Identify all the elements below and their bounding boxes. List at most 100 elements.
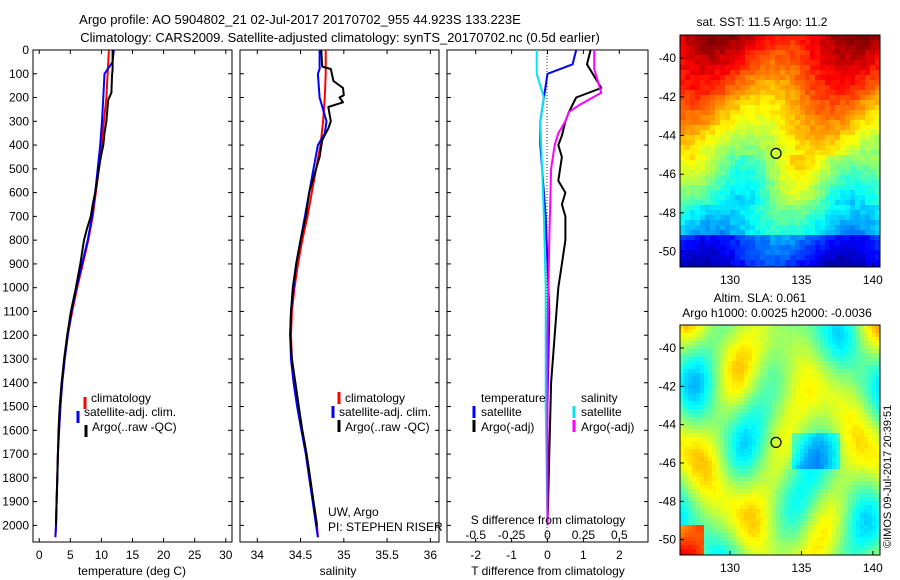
heatmap-cell [745, 210, 751, 216]
heatmap-cell [700, 150, 706, 156]
heatmap-cell [715, 165, 721, 171]
heatmap-cell [872, 473, 877, 478]
heatmap-cell [720, 425, 725, 430]
heatmap-cell [875, 215, 880, 221]
heatmap-cell [788, 445, 793, 450]
heatmap-cell [815, 120, 821, 126]
heatmap-cell [792, 369, 797, 374]
heatmap-cell [864, 497, 869, 502]
heatmap-cell [850, 230, 856, 236]
heatmap-cell [740, 40, 746, 46]
heatmap-cell [816, 357, 821, 362]
heatmap-cell [875, 75, 880, 81]
heatmap-cell [805, 205, 811, 211]
heatmap-cell [720, 445, 725, 450]
heatmap-cell [825, 100, 831, 106]
heatmap-cell [784, 409, 789, 414]
heatmap-cell [708, 473, 713, 478]
heatmap-cell [696, 433, 701, 438]
heatmap-cell [875, 255, 880, 261]
heatmap-cell [850, 35, 856, 41]
heatmap-cell [788, 325, 793, 330]
heatmap-cell [730, 125, 736, 131]
heatmap-cell [835, 45, 841, 51]
heatmap-cell [710, 235, 716, 241]
heatmap-cell [805, 220, 811, 226]
heatmap-cell [844, 421, 849, 426]
heatmap-cell [812, 533, 817, 538]
heatmap-cell [840, 100, 846, 106]
heatmap-cell [692, 365, 697, 370]
s-difference-axis-label: S difference from climatology [471, 513, 626, 527]
heatmap-cell [825, 40, 831, 46]
heatmap-cell [800, 545, 805, 550]
heatmap-cell [855, 240, 861, 246]
heatmap-cell [712, 409, 717, 414]
heatmap-cell [745, 240, 751, 246]
heatmap-cell [868, 441, 873, 446]
heatmap-cell [824, 349, 829, 354]
heatmap-cell [820, 70, 826, 76]
heatmap-cell [780, 115, 786, 121]
heatmap-cell [872, 481, 877, 486]
heatmap-cell [692, 369, 697, 374]
heatmap-cell [832, 397, 837, 402]
heatmap-cell [872, 545, 877, 550]
heatmap-cell [704, 533, 709, 538]
heatmap-cell [845, 200, 851, 206]
heatmap-cell [820, 489, 825, 494]
heatmap-cell [736, 473, 741, 478]
heatmap-cell [735, 45, 741, 51]
heatmap-cell [765, 195, 771, 201]
heatmap-cell [724, 389, 729, 394]
heatmap-cell [805, 245, 811, 251]
heatmap-cell [685, 150, 691, 156]
heatmap-cell [804, 365, 809, 370]
heatmap-cell [704, 417, 709, 422]
heatmap-cell [784, 477, 789, 482]
legend-salinity-heading: salinity [581, 391, 618, 405]
heatmap-cell [736, 345, 741, 350]
heatmap-cell [750, 115, 756, 121]
heatmap-cell [820, 80, 826, 86]
heatmap-cell [812, 325, 817, 330]
heatmap-cell [780, 445, 785, 450]
heatmap-cell [835, 55, 841, 61]
heatmap-cell [772, 529, 777, 534]
heatmap-cell [725, 160, 731, 166]
heatmap-cell [735, 200, 741, 206]
heatmap-cell [865, 135, 871, 141]
heatmap-cell [720, 175, 726, 181]
heatmap-cell [756, 433, 761, 438]
heatmap-cell [796, 501, 801, 506]
heatmap-cell [832, 337, 837, 342]
heatmap-cell [795, 90, 801, 96]
heatmap-cell [835, 145, 841, 151]
heatmap-cell [785, 250, 791, 256]
heatmap-cell [740, 477, 745, 482]
heatmap-cell [796, 353, 801, 358]
heatmap-cell [776, 541, 781, 546]
heatmap-cell [760, 155, 766, 161]
heatmap-cell [816, 341, 821, 346]
heatmap-cell [828, 513, 833, 518]
heatmap-cell [808, 521, 813, 526]
heatmap-cell [812, 445, 817, 450]
heatmap-cell [684, 401, 689, 406]
heatmap-cell [784, 529, 789, 534]
heatmap-cell [840, 265, 846, 267]
heatmap-cell [772, 477, 777, 482]
heatmap-cell [872, 409, 877, 414]
heatmap-cell [808, 449, 813, 454]
heatmap-cell [784, 497, 789, 502]
heatmap-cell [725, 120, 731, 126]
heatmap-cell [804, 437, 809, 442]
heatmap-cell [824, 425, 829, 430]
heatmap-cell [770, 105, 776, 111]
heatmap-cell [785, 105, 791, 111]
heatmap-cell [760, 469, 765, 474]
heatmap-cell [748, 349, 753, 354]
heatmap-cell [740, 215, 746, 221]
heatmap-cell [848, 521, 853, 526]
heatmap-cell [745, 55, 751, 61]
